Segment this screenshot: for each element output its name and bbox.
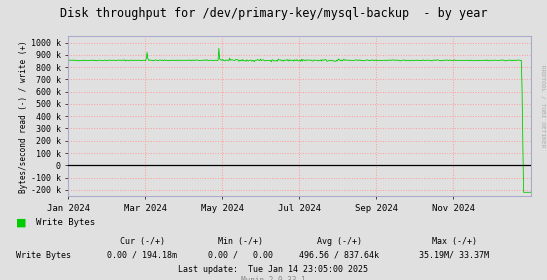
Text: Max (-/+): Max (-/+) [432, 237, 476, 246]
Y-axis label: Bytes/second read (-) / write (+): Bytes/second read (-) / write (+) [19, 40, 28, 193]
Text: Munin 2.0.33-1: Munin 2.0.33-1 [241, 276, 306, 280]
Text: Disk throughput for /dev/primary-key/mysql-backup  - by year: Disk throughput for /dev/primary-key/mys… [60, 7, 487, 20]
Text: Last update:  Tue Jan 14 23:05:00 2025: Last update: Tue Jan 14 23:05:00 2025 [178, 265, 369, 274]
Text: 0.00 / 194.18m: 0.00 / 194.18m [107, 251, 177, 260]
Text: 35.19M/ 33.37M: 35.19M/ 33.37M [419, 251, 489, 260]
Text: Min (-/+): Min (-/+) [218, 237, 263, 246]
Text: Avg (-/+): Avg (-/+) [317, 237, 362, 246]
Text: Write Bytes: Write Bytes [36, 218, 95, 227]
Text: RRDTOOL / TOBI OETIKER: RRDTOOL / TOBI OETIKER [541, 65, 546, 148]
Text: ■: ■ [16, 218, 27, 228]
Text: 0.00 /   0.00: 0.00 / 0.00 [208, 251, 273, 260]
Text: Write Bytes: Write Bytes [16, 251, 72, 260]
Text: 496.56 / 837.64k: 496.56 / 837.64k [299, 251, 379, 260]
Text: Cur (-/+): Cur (-/+) [120, 237, 165, 246]
